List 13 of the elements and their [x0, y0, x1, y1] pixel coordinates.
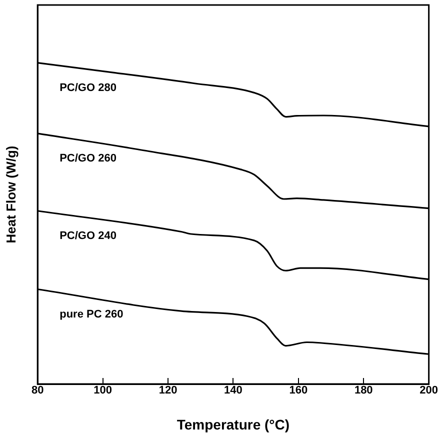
- x-tick-label: 140: [224, 384, 242, 397]
- y-axis-title: Heat Flow (W/g): [3, 146, 18, 244]
- series-label: PC/GO 240: [60, 230, 116, 242]
- x-tick-label: 80: [31, 384, 44, 397]
- x-tick-label: 120: [158, 384, 178, 397]
- x-tick-label: 180: [354, 384, 373, 397]
- series-label: PC/GO 260: [60, 152, 116, 165]
- x-tick-label: 200: [420, 384, 438, 397]
- x-tick-label: 160: [289, 384, 308, 397]
- x-axis-title: Temperature (°C): [176, 416, 290, 432]
- x-tick-label: 100: [94, 384, 112, 397]
- series-label: pure PC 260: [60, 308, 124, 320]
- series-label: PC/GO 280: [60, 82, 116, 94]
